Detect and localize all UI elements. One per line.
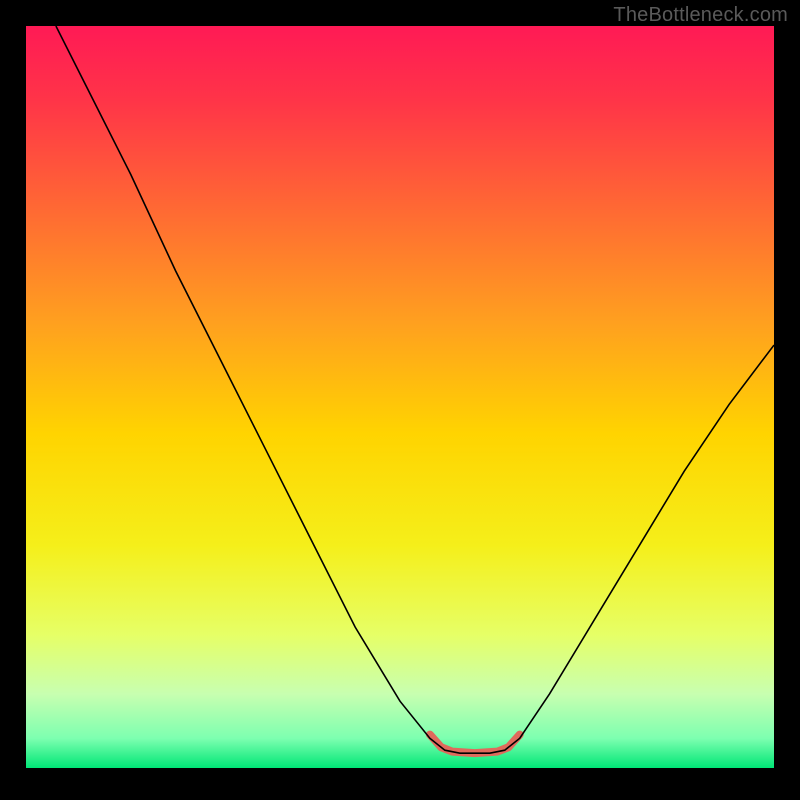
chart-frame: TheBottleneck.com [0,0,800,800]
gradient-background [26,26,774,768]
bottleneck-chart [26,26,774,768]
watermark-text: TheBottleneck.com [613,4,788,27]
plot-area [26,26,774,768]
